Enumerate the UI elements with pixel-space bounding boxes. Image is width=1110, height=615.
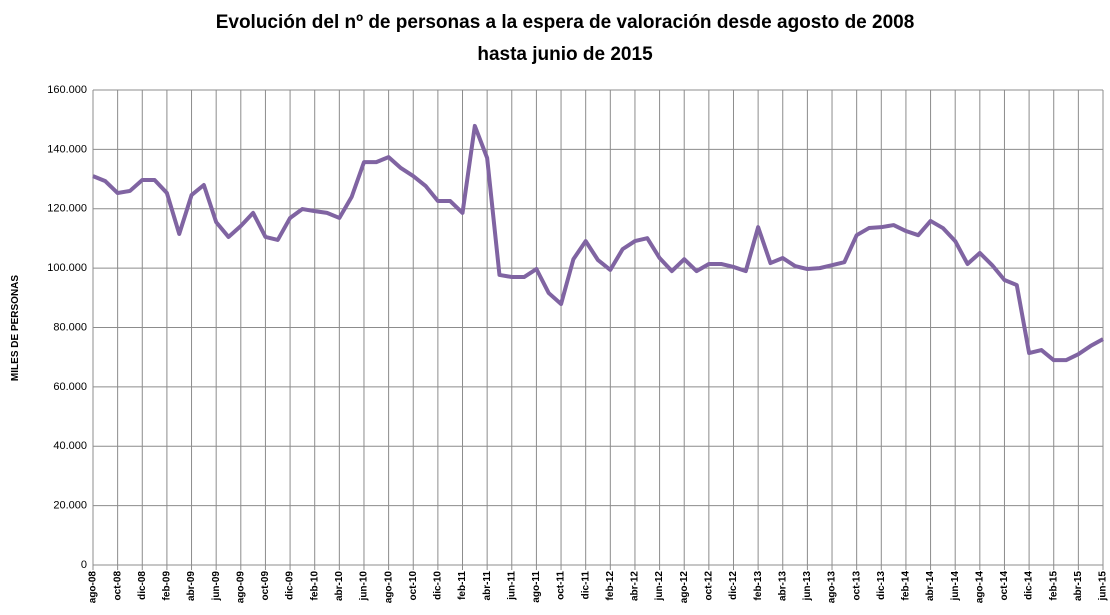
x-tick-label: dic-09 — [285, 571, 296, 600]
x-tick-label: jun-14 — [950, 571, 961, 602]
x-tick-label: oct-13 — [851, 571, 862, 601]
x-tick-label: dic-13 — [876, 571, 887, 600]
line-series — [92, 123, 1104, 363]
y-tick-label: 40.000 — [53, 440, 87, 452]
x-tick-label: dic-10 — [433, 571, 444, 600]
x-tick-label: ago-08 — [88, 571, 99, 604]
x-tick-label: feb-15 — [1048, 571, 1059, 601]
x-tick-label: abr-09 — [186, 571, 197, 601]
y-tick-label: 140.000 — [47, 143, 87, 155]
x-tick-label: feb-10 — [309, 571, 320, 601]
x-tick-label: feb-14 — [901, 571, 912, 601]
x-tick-label: abr-10 — [334, 571, 345, 601]
y-tick-label: 160.000 — [47, 84, 87, 96]
x-tick-label: jun-12 — [654, 571, 665, 602]
x-tick-label: ago-12 — [679, 571, 690, 604]
x-tick-label: ago-11 — [531, 571, 542, 603]
y-tick-label: 120.000 — [47, 203, 87, 215]
x-tick-label: feb-11 — [457, 571, 468, 600]
x-tick-label: ago-14 — [974, 571, 985, 604]
x-tick-label: oct-11 — [556, 571, 567, 600]
y-axis-label: MILES DE PERSONAS — [10, 275, 21, 381]
x-tick-label: feb-13 — [753, 571, 764, 601]
x-tick-label: oct-10 — [408, 571, 419, 601]
x-tick-label: abr-12 — [630, 571, 641, 601]
y-tick-label: 20.000 — [53, 500, 87, 512]
x-tick-label: oct-09 — [260, 571, 271, 601]
x-tick-label: dic-12 — [728, 571, 739, 600]
chart-title: Evolución del nº de personas a la espera… — [216, 12, 915, 33]
x-tick-label: dic-11 — [580, 571, 591, 600]
x-tick-label: ago-10 — [383, 571, 394, 604]
x-tick-label: ago-09 — [235, 571, 246, 604]
x-tick-label: abr-14 — [925, 571, 936, 601]
x-tick-label: abr-15 — [1073, 571, 1084, 601]
x-tick-label: oct-08 — [112, 571, 123, 601]
x-tick-label: abr-11 — [482, 571, 493, 601]
x-tick-label: feb-09 — [162, 571, 173, 601]
y-tick-label: 80.000 — [53, 321, 87, 333]
x-tick-label: dic-08 — [137, 571, 148, 600]
chart-title: hasta junio de 2015 — [477, 44, 653, 65]
x-tick-label: ago-13 — [827, 571, 838, 604]
x-tick-label: jun-09 — [211, 571, 222, 602]
x-tick-label: jun-10 — [359, 571, 370, 602]
x-tick-label: oct-14 — [999, 571, 1010, 601]
y-tick-label: 60.000 — [53, 381, 87, 393]
x-tick-label: oct-12 — [703, 571, 714, 601]
x-tick-label: abr-13 — [777, 571, 788, 601]
x-tick-label: jun-13 — [802, 571, 813, 602]
y-tick-label: 0 — [81, 559, 87, 571]
y-tick-label: 100.000 — [47, 262, 87, 274]
x-tick-label: jun-11 — [506, 571, 517, 601]
x-tick-label: dic-14 — [1024, 571, 1035, 600]
x-tick-label: feb-12 — [605, 571, 616, 601]
x-tick-label: jun-15 — [1098, 571, 1109, 602]
